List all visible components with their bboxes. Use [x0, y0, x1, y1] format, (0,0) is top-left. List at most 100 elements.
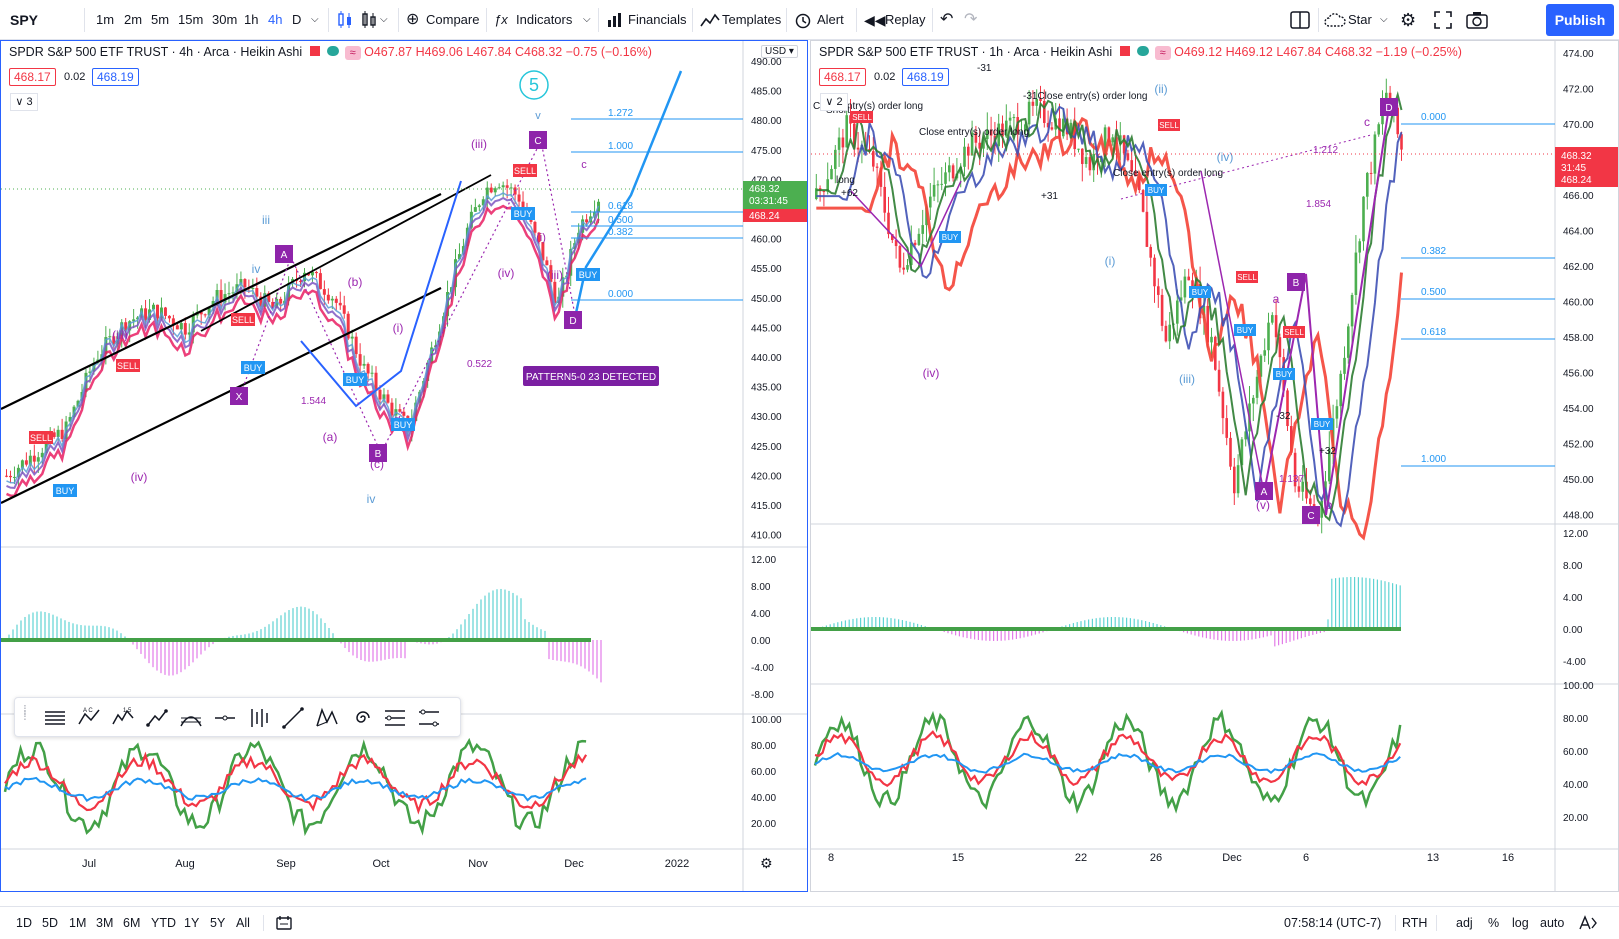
interval-chevron-down-icon[interactable]: ⌵ — [311, 14, 319, 25]
layout-icon[interactable] — [1290, 11, 1310, 29]
replay-icon[interactable]: ◀◀ — [864, 12, 886, 28]
layout-chevron-down-icon[interactable]: ⌵ — [1380, 14, 1388, 25]
templates-button[interactable]: Templates — [722, 12, 782, 27]
price-range-icon[interactable] — [383, 706, 407, 730]
candle-body — [982, 139, 985, 149]
undo-icon[interactable]: ↶ — [940, 11, 954, 28]
candle-style-icon[interactable] — [360, 10, 378, 30]
xabcd-pattern-icon[interactable] — [315, 706, 339, 730]
left-price-tick: 430.00 — [751, 412, 782, 423]
fullscreen-icon[interactable] — [1434, 11, 1452, 29]
range-1y[interactable]: 1Y — [184, 916, 200, 930]
signal-tag-bg — [231, 313, 255, 326]
bars-pattern-icon[interactable] — [247, 706, 271, 730]
session-rth[interactable]: RTH — [1402, 916, 1428, 930]
candle-body — [545, 260, 549, 266]
toggle-log[interactable]: log — [1512, 916, 1529, 930]
compare-plus-icon[interactable]: ⊕ — [406, 11, 420, 28]
right-time-tick: 22 — [1075, 852, 1087, 864]
right-collapse-toggle[interactable]: ∨ 2 — [820, 93, 848, 111]
camera-icon[interactable] — [1466, 11, 1488, 29]
indicators-button[interactable]: Indicators — [516, 12, 573, 27]
chart-properties-icon[interactable] — [1578, 915, 1598, 931]
left-chart-title[interactable]: SPDR S&P 500 ETF TRUST · 4h · Arca · Hei… — [9, 45, 303, 59]
date-range-icon[interactable] — [417, 706, 441, 730]
gear-icon[interactable]: ⚙ — [1400, 10, 1417, 30]
interval-5m[interactable]: 5m — [151, 12, 170, 27]
right-ask-price[interactable]: 468.19 — [902, 68, 949, 86]
interval-30m[interactable]: 30m — [212, 12, 238, 27]
right-compare-icon[interactable]: ≈ — [1154, 46, 1171, 60]
right-spread: 0.02 — [874, 71, 896, 83]
interval-d[interactable]: D — [292, 12, 302, 27]
right-flag-icon[interactable] — [1119, 46, 1130, 56]
toggle-adj[interactable]: adj — [1456, 916, 1473, 930]
left-chart-canvas[interactable]: 490.00485.00480.00475.00470.00465.00460.… — [1, 41, 807, 891]
goto-date-icon[interactable] — [276, 915, 294, 931]
trend-line-icon[interactable] — [281, 706, 305, 730]
range-1m[interactable]: 1M — [69, 916, 87, 930]
alert-button[interactable]: Alert — [817, 12, 844, 27]
last-price2-label: 468.24 — [1561, 175, 1592, 186]
right-bid-price[interactable]: 468.17 — [819, 68, 866, 86]
right-chart-canvas[interactable]: 474.00472.00470.00468.00466.00464.00462.… — [811, 41, 1618, 891]
left-currency-selector[interactable]: USD ▾ — [761, 45, 798, 58]
left-price-tick: 415.00 — [751, 501, 782, 512]
cloud-icon[interactable] — [1324, 12, 1346, 28]
templates-icon[interactable] — [700, 12, 720, 28]
range-5d[interactable]: 5D — [42, 916, 58, 930]
signal-tag-label: BUY — [1276, 370, 1293, 379]
redo-icon[interactable]: ↷ — [964, 11, 978, 28]
compare-button[interactable]: Compare — [426, 12, 480, 27]
range-3m[interactable]: 3M — [96, 916, 114, 930]
replay-button[interactable]: Replay — [885, 12, 926, 27]
left-osc-tick: 8.00 — [751, 582, 771, 593]
left-compare-icon[interactable]: ≈ — [344, 46, 361, 60]
layout-name[interactable]: Star — [1348, 12, 1372, 27]
right-chart-container[interactable]: 474.00472.00470.00468.00466.00464.00462.… — [810, 40, 1619, 892]
range-6m[interactable]: 6M — [123, 916, 141, 930]
toggle-auto[interactable]: auto — [1540, 916, 1565, 930]
drag-handle-icon[interactable]: ⁞ ⁞ — [23, 702, 27, 723]
financials-button[interactable]: Financials — [628, 12, 687, 27]
fib-channel-icon[interactable] — [179, 706, 203, 730]
interval-1h[interactable]: 1h — [244, 12, 259, 27]
abcd-pattern-icon[interactable]: A C — [77, 706, 101, 730]
interval-4h[interactable]: 4h — [268, 12, 283, 27]
left-collapse-toggle[interactable]: ∨ 3 — [10, 93, 38, 111]
fib-spiral-icon[interactable] — [349, 706, 373, 730]
financials-icon[interactable] — [606, 12, 624, 28]
interval-1m[interactable]: 1m — [96, 12, 115, 27]
left-chart-container[interactable]: 490.00485.00480.00475.00470.00465.00460.… — [0, 40, 808, 892]
horizontal-ray-icon[interactable] — [213, 706, 237, 730]
indicators-fx-icon[interactable]: ƒx — [494, 12, 508, 27]
publish-button[interactable]: Publish — [1546, 4, 1614, 36]
interval-2m[interactable]: 2m — [124, 12, 143, 27]
range-1d[interactable]: 1D — [16, 916, 32, 930]
alert-clock-icon[interactable] — [794, 11, 812, 29]
toolbar-divider — [1318, 8, 1319, 32]
clock-timezone[interactable]: 07:58:14 (UTC-7) — [1284, 916, 1382, 930]
path-icon[interactable] — [145, 706, 169, 730]
horizontal-lines-icon[interactable] — [43, 706, 67, 730]
left-flag-icon[interactable] — [309, 46, 320, 56]
left-bid-price[interactable]: 468.17 — [9, 68, 56, 86]
right-rsi-tick: 80.00 — [1563, 714, 1588, 725]
candle-body — [1259, 355, 1263, 377]
range-all[interactable]: All — [236, 916, 250, 930]
right-chart-title[interactable]: SPDR S&P 500 ETF TRUST · 1h · Arca · Hei… — [819, 45, 1113, 59]
left-settings-gear-icon[interactable]: ⚙ — [760, 855, 773, 871]
toggle-percent[interactable]: % — [1488, 916, 1500, 930]
left-ask-price[interactable]: 468.19 — [92, 68, 139, 86]
interval-15m[interactable]: 15m — [178, 12, 204, 27]
indicators-chevron-down-icon[interactable]: ⌵ — [583, 14, 591, 25]
candle-body — [872, 151, 875, 167]
candle-body — [24, 460, 28, 465]
signal-tag-label: SELL — [117, 361, 139, 371]
chart-type-chevron-down-icon[interactable]: ⌵ — [380, 14, 388, 25]
range-5y[interactable]: 5Y — [210, 916, 226, 930]
range-ytd[interactable]: YTD — [151, 916, 176, 930]
bar-style-icon[interactable] — [336, 10, 354, 30]
symbol-search[interactable]: SPY — [10, 12, 39, 28]
elliott-wave-icon[interactable]: 1 5 — [111, 706, 135, 730]
